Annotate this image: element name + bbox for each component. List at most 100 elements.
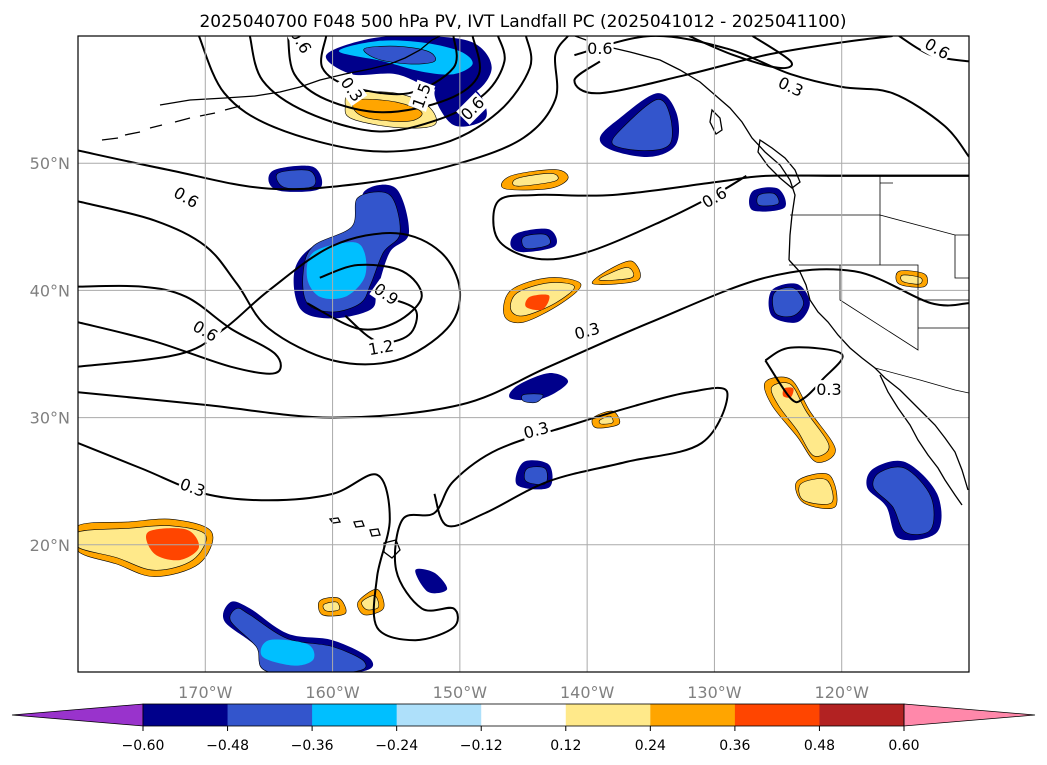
pv-anomaly-region	[772, 287, 804, 318]
contour-label-bg	[920, 36, 954, 64]
contour-labels: 0.30.61.5 0.60.60.30.60.6 0.60.91.20.6 0.30…	[169, 36, 954, 502]
vancouver-island	[757, 138, 801, 189]
colorbar-segment	[312, 704, 398, 726]
longitude-label: 150°W	[433, 683, 488, 702]
colorbar-segment	[396, 704, 482, 726]
alaska-panhandle	[574, 36, 796, 261]
contour-label-bg	[408, 79, 436, 112]
pv-anomaly-region	[525, 294, 550, 311]
latitude-label: 50°N	[30, 154, 70, 173]
latitude-label: 30°N	[30, 409, 70, 428]
latitude-label: 20°N	[30, 536, 70, 555]
colorbar-tick-label: −0.12	[460, 738, 503, 754]
pv-contour-line	[492, 174, 969, 261]
pv-anomaly-region	[523, 466, 548, 485]
pv-contour-line	[78, 386, 729, 642]
pv-anomaly-fills	[78, 36, 942, 672]
longitude-label: 130°W	[687, 683, 742, 702]
colorbar: −0.60 −0.48 −0.36 −0.24 −0.12 0.12 0.24 0.36 0.4…	[11, 703, 1036, 754]
longitude-label: 140°W	[560, 683, 615, 702]
longitude-label: 160°W	[305, 683, 360, 702]
map-frame	[77, 35, 970, 673]
hawaiian-islands	[328, 517, 401, 559]
colorbar-tick-label: 0.36	[719, 738, 750, 754]
pv-anomaly-region	[521, 233, 551, 250]
colorbar-segment	[481, 704, 567, 726]
colorbar-segment	[227, 704, 313, 726]
pv-contour-line	[688, 36, 793, 70]
colorbar-segment	[565, 704, 651, 726]
pv-contour-line	[320, 36, 458, 96]
colorbar-segment	[734, 704, 820, 726]
contour-label: 0.3	[816, 380, 841, 399]
colorbar-tick-label: 0.48	[804, 738, 835, 754]
pv-anomaly-region	[521, 393, 544, 404]
pv-contour-line	[574, 36, 969, 158]
colorbar-tick-label: −0.36	[291, 738, 334, 754]
pv-anomaly-region	[756, 192, 780, 207]
pv-anomaly-region	[260, 639, 315, 666]
contour-label-bg	[586, 39, 614, 59]
pv-contours	[78, 36, 969, 642]
pv-anomaly-region	[415, 568, 448, 594]
colorbar-tick-label: 0.24	[635, 738, 666, 754]
longitude-label: 170°W	[178, 683, 233, 702]
contour-label-bg	[774, 72, 808, 102]
contour-label-bg	[336, 72, 368, 107]
colorbar-segment	[650, 704, 736, 726]
colorbar-extend-high	[903, 703, 1036, 727]
contour-label-bg	[456, 92, 490, 125]
pv-contour-line	[287, 36, 481, 114]
state-borders	[789, 175, 969, 351]
pv-anomaly-region	[798, 478, 834, 505]
pv-anomaly-region	[146, 528, 200, 561]
pv-anomaly-region	[598, 267, 634, 281]
contour-label-bg	[365, 335, 397, 360]
haida-gwaii	[709, 108, 723, 135]
colorbar-tick-label: 0.12	[550, 738, 581, 754]
pv-anomaly-region	[512, 173, 559, 187]
longitude-label: 120°W	[815, 683, 870, 702]
contour-label-bg	[369, 278, 403, 310]
baja-california	[879, 374, 963, 506]
pv-contour-line	[78, 200, 462, 368]
pv-contour-line	[78, 36, 569, 191]
contour-label: 1.2	[367, 336, 395, 359]
contour-label-bg	[815, 380, 843, 400]
pv-anomaly-region	[509, 373, 569, 401]
colorbar-tick-label: 0.60	[888, 738, 919, 754]
contour-label-bg	[169, 182, 203, 213]
plot-title: 2025040700 F048 500 hPa PV, IVT Landfall…	[199, 12, 846, 32]
pv-anomaly-region	[598, 415, 614, 425]
pv-anomaly-region	[611, 99, 673, 151]
pv-contour-line	[78, 284, 282, 375]
colorbar-tick-label: −0.60	[122, 738, 165, 754]
pv-contour-line	[344, 295, 418, 344]
mexico-border	[874, 367, 969, 394]
colorbar-segment	[143, 704, 229, 726]
pv-contour-line	[248, 36, 506, 133]
pv-contour-line	[764, 346, 844, 404]
pv-contour-line	[197, 36, 533, 153]
contour-label-bg	[520, 417, 552, 444]
pv-anomaly-region	[770, 382, 830, 457]
pv-contour-line	[78, 268, 969, 419]
colorbar-tick-label: −0.48	[206, 738, 249, 754]
contour-label-bg	[176, 473, 209, 502]
pv-anomaly-region	[872, 466, 935, 535]
colorbar-extend-low	[11, 703, 144, 727]
latitude-tick-labels: 20°N 30°N 40°N 50°N	[30, 154, 70, 555]
longitude-tick-labels: 170°W 160°W 150°W 140°W 130°W 120°W	[178, 683, 869, 702]
colorbar-frame	[142, 703, 905, 727]
contour-label-bg	[285, 36, 316, 58]
colorbar-segment	[819, 704, 905, 726]
pv-anomaly-region	[900, 274, 923, 285]
aleutian-islands	[101, 105, 241, 141]
pv-anomaly-region	[275, 169, 316, 189]
gridlines	[78, 36, 969, 672]
contour-label: 0.6	[587, 39, 612, 58]
map-background	[78, 36, 969, 672]
latitude-label: 40°N	[30, 281, 70, 300]
colorbar-tick-label: −0.24	[375, 738, 418, 754]
